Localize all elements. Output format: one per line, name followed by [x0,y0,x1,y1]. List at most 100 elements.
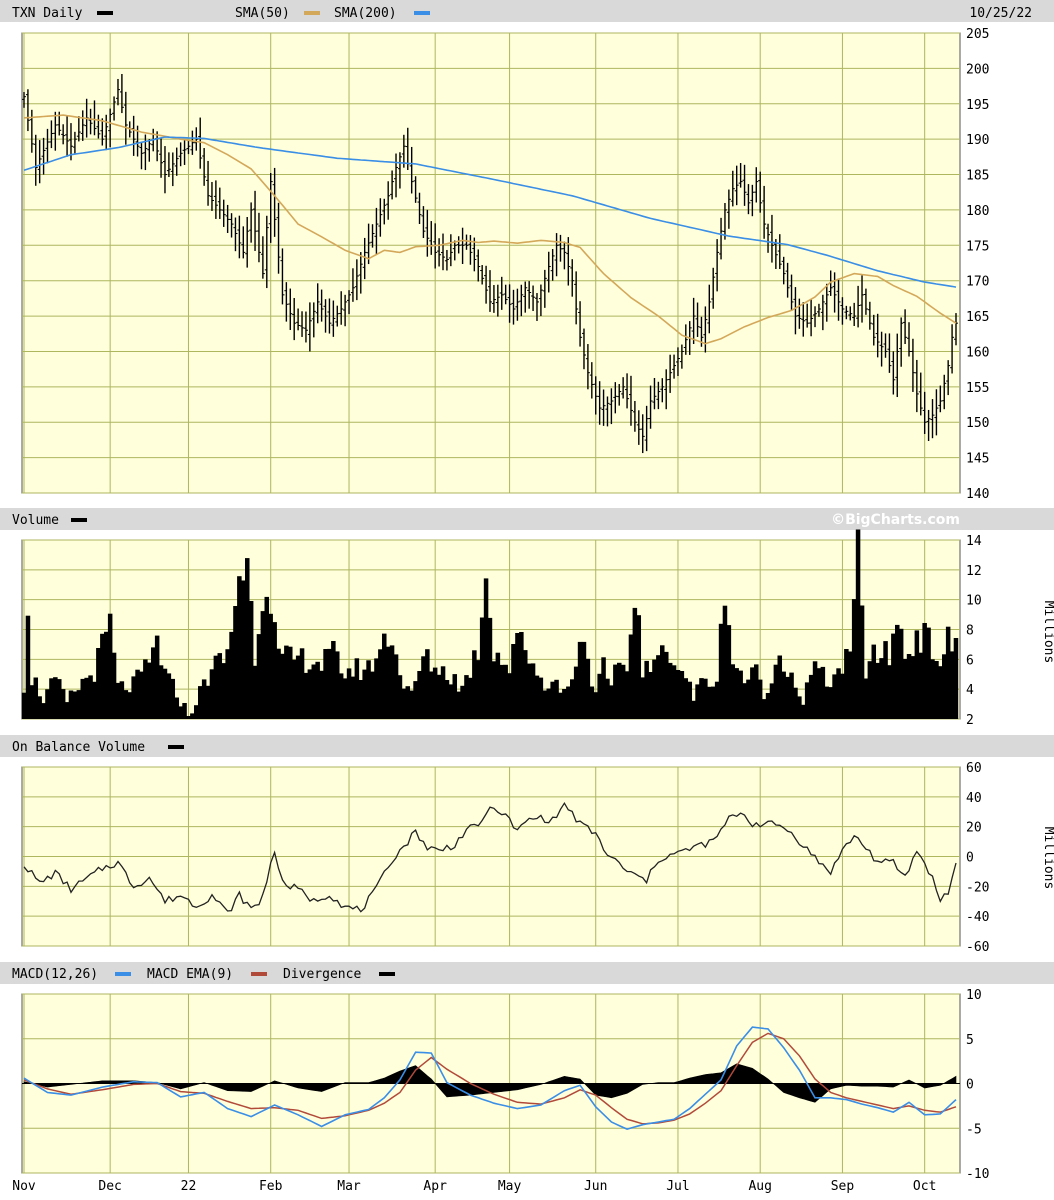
volume-bar [754,664,759,719]
price-bar [499,276,504,310]
price-bar [331,300,336,337]
volume-bar [757,679,763,719]
price-bar [452,240,457,261]
volume-bar [851,599,857,719]
volume-bar [562,689,567,719]
volume-bar [303,672,309,719]
price-bar [53,111,58,151]
volume-bar [938,666,943,719]
price-bar [260,236,265,279]
volume-bar [135,669,140,719]
volume-bar [930,659,935,719]
volume-bar [245,558,250,719]
volume-bar [139,671,144,719]
volume-bar [338,673,344,719]
volume-header-bar [0,508,1054,530]
volume-bar [45,689,50,719]
volume-bar [147,662,152,719]
price-bar [488,270,492,312]
y-tick-label: 195 [966,98,989,113]
price-bar [370,224,375,248]
volume-bar [288,646,293,719]
y-tick-label: 10 [966,988,982,1003]
price-bar [143,134,148,171]
volume-bar [41,703,46,719]
volume-bar [895,624,900,719]
price-bar [123,91,128,145]
sma50-legend-label: SMA(50) [235,6,290,21]
price-bar [840,297,845,325]
price-bar [695,302,700,337]
price-bar [664,369,669,410]
price-bar [159,138,164,178]
volume-bar [832,674,837,719]
volume-bar [687,681,693,719]
volume-bar [675,670,681,719]
volume-bar [37,696,42,719]
price-bar [860,275,865,323]
price-bar [660,378,665,403]
volume-bar [479,617,485,719]
volume-bar [84,677,89,719]
price-bar [272,167,277,237]
price-bar [401,134,406,168]
y-tick-label: 12 [966,564,982,579]
y-tick-label: 165 [966,310,989,325]
price-bar [597,381,602,425]
price-bar [781,256,786,285]
price-bar [386,181,391,220]
price-bar [797,298,802,329]
price-bar [327,298,332,334]
price-bar [805,303,810,328]
volume-bar [256,634,262,719]
price-bar [766,223,771,253]
price-bar [339,291,344,325]
volume-bar [76,690,82,719]
obv-y-unit: Millions [1041,827,1054,890]
price-title: TXN Daily [12,6,83,21]
price-bar [922,391,927,434]
volume-bar [127,692,133,719]
price-bar [628,375,633,426]
volume-bar [448,684,454,719]
price-bar [264,215,269,289]
volume-bar [617,662,622,719]
chart-labels: 2052001951901851801751701651601551501451… [12,27,989,1194]
volume-bar [863,678,869,719]
volume-bar [530,663,536,719]
volume-bar [57,679,62,719]
price-bar [347,290,352,315]
price-bar [397,152,402,189]
price-bar [762,185,767,239]
y-tick-label: 40 [966,791,982,806]
volume-bar [88,675,93,719]
volume-bar [953,638,959,719]
y-tick-label: -20 [966,880,989,895]
price-bar [229,213,234,238]
volume-bar [123,690,129,719]
volume-bar [804,682,810,719]
price-bar [206,160,211,206]
volume-bar [68,690,74,719]
volume-bar [859,605,865,719]
price-bar [472,237,477,272]
volume-bar [605,678,610,719]
price-bar [746,184,751,215]
volume-bar [769,683,775,719]
price-bar [249,202,254,243]
price-bar [754,167,759,203]
volume-bar [636,615,642,719]
volume-bar [229,631,234,719]
volume-bar [511,644,516,719]
price-bar [480,265,485,285]
volume-bar [366,660,371,719]
price-bar [300,311,305,337]
volume-bar [119,681,125,719]
volume-bar [523,650,528,719]
price-bar [632,400,637,432]
volume-bar [389,645,395,719]
price-bar [636,410,641,445]
price-bar [315,283,320,324]
volume-bar [464,675,469,719]
x-tick-label: Sep [831,1179,855,1194]
